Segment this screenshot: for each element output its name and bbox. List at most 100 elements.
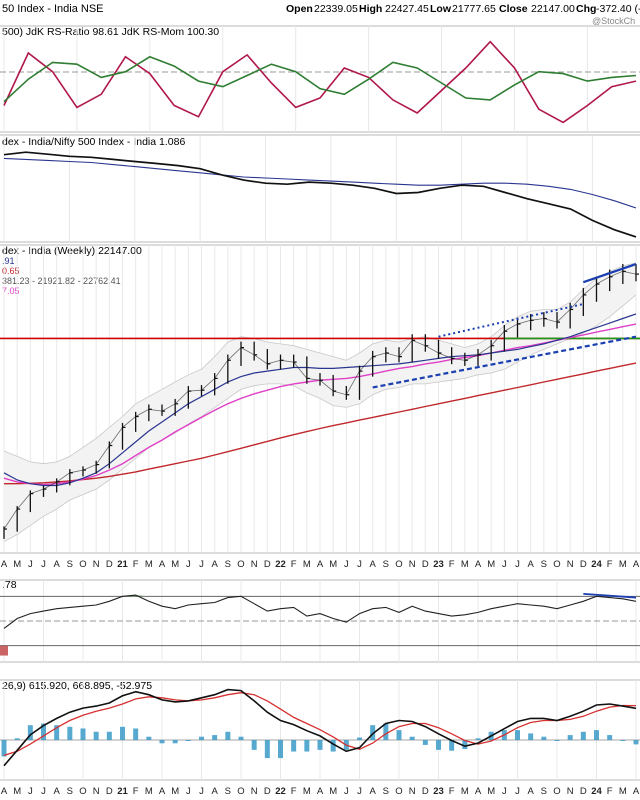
x-axis-label-bottom: J	[199, 786, 204, 797]
x-axis-label: A	[53, 559, 60, 570]
x-axis-label-bottom: D	[580, 786, 587, 797]
x-axis-label: O	[79, 559, 86, 570]
x-axis-label: D	[422, 559, 429, 570]
macd-histogram-bar	[251, 740, 257, 750]
x-axis-label-bottom: J	[186, 786, 191, 797]
x-axis-label: J	[344, 559, 349, 570]
macd-histogram-bar	[212, 735, 218, 740]
relative-ratio-line	[3, 151, 637, 238]
x-axis-label-bottom: S	[67, 786, 73, 797]
macd-histogram-bar	[620, 740, 626, 741]
bollinger-lower-line	[3, 294, 637, 543]
macd-histogram-bar	[383, 723, 389, 740]
high-label: High	[359, 3, 382, 15]
macd-histogram-bar	[199, 736, 204, 740]
x-axis-label: 21	[117, 559, 128, 570]
x-axis-label: M	[13, 559, 21, 570]
macd-histogram-bar	[449, 740, 455, 751]
x-axis-label: 23	[433, 559, 444, 570]
macd-histogram-bar	[238, 736, 244, 740]
ma-red-line	[4, 362, 637, 485]
chg-label: Chg	[576, 3, 596, 15]
x-axis-label: A	[369, 559, 376, 570]
x-axis-label: F	[133, 559, 139, 570]
macd-panel-title: 26,9) 615.920, 668.895, -52.975	[2, 680, 152, 692]
macd-histogram-bar	[357, 737, 362, 740]
chart-title: 50 Index - India NSE	[2, 3, 104, 15]
x-axis-label: J	[41, 559, 46, 570]
macd-histogram-bar	[567, 735, 573, 740]
x-axis-label-bottom: M	[145, 786, 153, 797]
high-value: 22427.45	[385, 3, 429, 15]
x-axis-label: O	[237, 559, 244, 570]
x-axis-label: O	[395, 559, 402, 570]
x-axis-label: D	[580, 559, 587, 570]
x-axis-label-bottom: N	[251, 786, 258, 797]
macd-histogram-bar	[1, 740, 7, 757]
macd-histogram-bar	[541, 736, 547, 740]
x-axis-label: M	[461, 559, 469, 570]
x-axis-label: F	[449, 559, 455, 570]
macd-histogram-bar	[41, 723, 46, 740]
macd-histogram-bar	[93, 731, 99, 740]
x-axis-label: N	[409, 559, 416, 570]
x-axis-label: M	[619, 559, 627, 570]
x-axis-label: M	[329, 559, 337, 570]
x-axis-label-bottom: M	[171, 786, 179, 797]
x-axis-label-bottom: O	[79, 786, 86, 797]
price-legend-3: 381.23 - 21921.82 - 22762.41	[2, 276, 121, 286]
rrg-panel-title: 500) JdK RS-Ratio 98.61 JdK RS-Mom 100.3…	[2, 26, 219, 38]
x-axis-label-bottom: M	[329, 786, 337, 797]
rs-mom-line	[3, 40, 637, 124]
ohlc-readout: Open 22339.05 High 22427.45 Low 21777.65…	[286, 3, 640, 15]
x-axis-label-bottom: J	[357, 786, 362, 797]
x-axis-label-bottom: N	[93, 786, 100, 797]
x-axis-label: J	[199, 559, 204, 570]
price-close-line	[3, 270, 637, 530]
x-axis-label: S	[225, 559, 231, 570]
price-panel-title: dex - India (Weekly) 22147.00	[2, 245, 142, 257]
x-axis-label-bottom: M	[461, 786, 469, 797]
trendline-rising-support-dashed	[372, 335, 637, 389]
x-axis-label-bottom: O	[395, 786, 402, 797]
x-axis-label-bottom: A	[211, 786, 218, 797]
x-axis-label-bottom: D	[106, 786, 113, 797]
x-axis-label: F	[607, 559, 613, 570]
macd-histogram-bar	[580, 731, 586, 740]
macd-histogram-bar	[291, 740, 297, 752]
x-axis-label-bottom: S	[541, 786, 547, 797]
x-axis-label-bottom: A	[475, 786, 482, 797]
macd-histogram-bar	[515, 730, 520, 740]
x-axis-label-bottom: M	[619, 786, 627, 797]
x-axis-label: A	[1, 559, 8, 570]
rsi-panel-title: .78	[2, 579, 17, 591]
x-axis-label: M	[145, 559, 153, 570]
macd-histogram-bar	[264, 740, 270, 759]
x-axis-label-bottom: 23	[433, 786, 444, 797]
macd-histogram-bar	[422, 740, 428, 745]
x-axis-label-bottom: O	[237, 786, 244, 797]
rs-ratio-line	[3, 55, 637, 103]
x-axis-label-bottom: M	[487, 786, 495, 797]
macd-histogram-bar	[14, 738, 20, 740]
price-legend-1: .91	[2, 256, 15, 266]
x-axis-label-bottom: A	[527, 786, 534, 797]
x-axis-label: J	[28, 559, 33, 570]
x-axis-label: S	[383, 559, 389, 570]
chg-value: -372.40 (-	[596, 3, 640, 15]
x-axis-label-bottom: N	[409, 786, 416, 797]
macd-histogram-bar	[172, 740, 178, 744]
macd-histogram-bar	[80, 728, 86, 740]
x-axis-label-bottom: A	[159, 786, 166, 797]
x-axis-label: S	[67, 559, 73, 570]
x-axis-label-bottom: M	[13, 786, 21, 797]
macd-histogram-bar	[462, 740, 468, 750]
x-axis-label: O	[553, 559, 560, 570]
x-axis-label: S	[541, 559, 547, 570]
rsi-overbought-fill	[135, 595, 149, 597]
close-label: Close	[499, 3, 528, 15]
price-legend-2: 0.65	[2, 266, 20, 276]
x-axis-label: D	[106, 559, 113, 570]
x-axis-label-bottom: A	[317, 786, 324, 797]
macd-histogram-bar	[133, 728, 139, 740]
